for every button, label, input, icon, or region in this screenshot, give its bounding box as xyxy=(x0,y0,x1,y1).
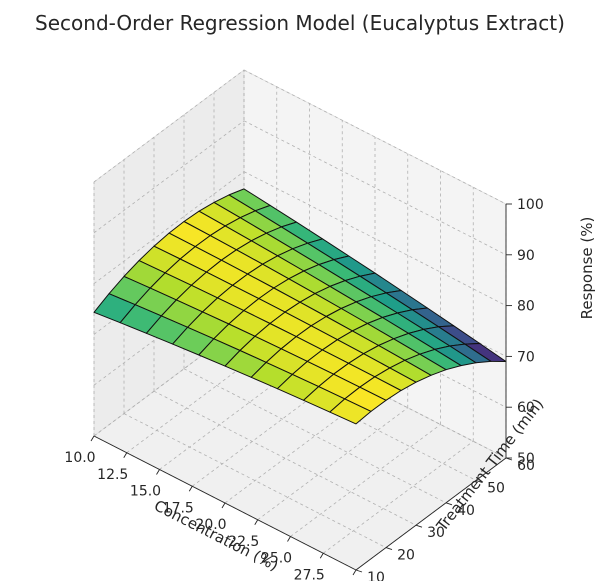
z-gridline xyxy=(243,120,507,256)
y-tick-mark xyxy=(445,502,453,506)
y-gridline xyxy=(183,368,447,504)
z-gridline xyxy=(93,171,245,284)
x-tick-mark xyxy=(287,536,291,542)
x-tick-mark xyxy=(123,452,128,458)
y-tick-label: 10 xyxy=(367,570,385,581)
surface-patch xyxy=(329,398,372,425)
x-tick-label: 20.0 xyxy=(195,517,226,533)
x-tick-label: 12.5 xyxy=(97,467,128,483)
y-tick-label: 50 xyxy=(487,480,505,496)
x-tick-mark xyxy=(254,519,259,525)
chart-title: Second-Order Regression Model (Eucalyptu… xyxy=(35,11,565,35)
x-tick-label: 27.5 xyxy=(294,567,325,581)
x-gridline xyxy=(290,424,441,537)
y-tick-mark xyxy=(415,524,423,528)
z-gridline xyxy=(93,69,245,183)
x-tick-mark xyxy=(156,469,160,475)
x-tick-mark xyxy=(352,569,357,576)
y-axis-line xyxy=(355,457,507,571)
y-gridline xyxy=(153,390,417,526)
y-tick-label: 40 xyxy=(457,503,475,519)
z-tick-label: 100 xyxy=(517,197,544,213)
x-tick-mark xyxy=(188,486,193,492)
x-tick-label: 22.5 xyxy=(228,534,259,550)
x-tick-label: 25.0 xyxy=(261,551,292,567)
tick-labels: 10.012.515.017.520.022.525.027.530.01020… xyxy=(64,197,543,581)
y-gridline xyxy=(123,413,387,548)
z-tick-label: 80 xyxy=(517,299,535,315)
z-tick-label: 70 xyxy=(517,349,535,365)
response-surface xyxy=(93,188,507,425)
y-tick-mark xyxy=(475,479,483,483)
z-gridline xyxy=(243,69,507,205)
z-axis-label: Response (%) xyxy=(578,217,596,320)
x-gridline xyxy=(257,407,408,521)
z-gridline xyxy=(93,120,245,234)
z-tick-label: 90 xyxy=(517,248,535,264)
x-tick-mark xyxy=(90,435,95,442)
x-tick-label: 15.0 xyxy=(130,484,161,500)
y-tick-mark xyxy=(385,547,393,551)
y-tick-label: 60 xyxy=(517,458,535,474)
x-tick-mark xyxy=(221,502,226,509)
y-tick-label: 20 xyxy=(397,548,415,564)
z-tick-label: 50 xyxy=(517,451,535,467)
x-tick-label: 10.0 xyxy=(64,450,95,466)
x-tick-label: 17.5 xyxy=(163,500,194,516)
z-tick-label: 60 xyxy=(517,400,535,416)
z-gridline xyxy=(243,171,507,306)
y-tick-label: 30 xyxy=(427,525,445,541)
x-tick-mark xyxy=(319,553,324,559)
x-gridline xyxy=(323,440,474,554)
y-tick-mark xyxy=(355,569,363,573)
